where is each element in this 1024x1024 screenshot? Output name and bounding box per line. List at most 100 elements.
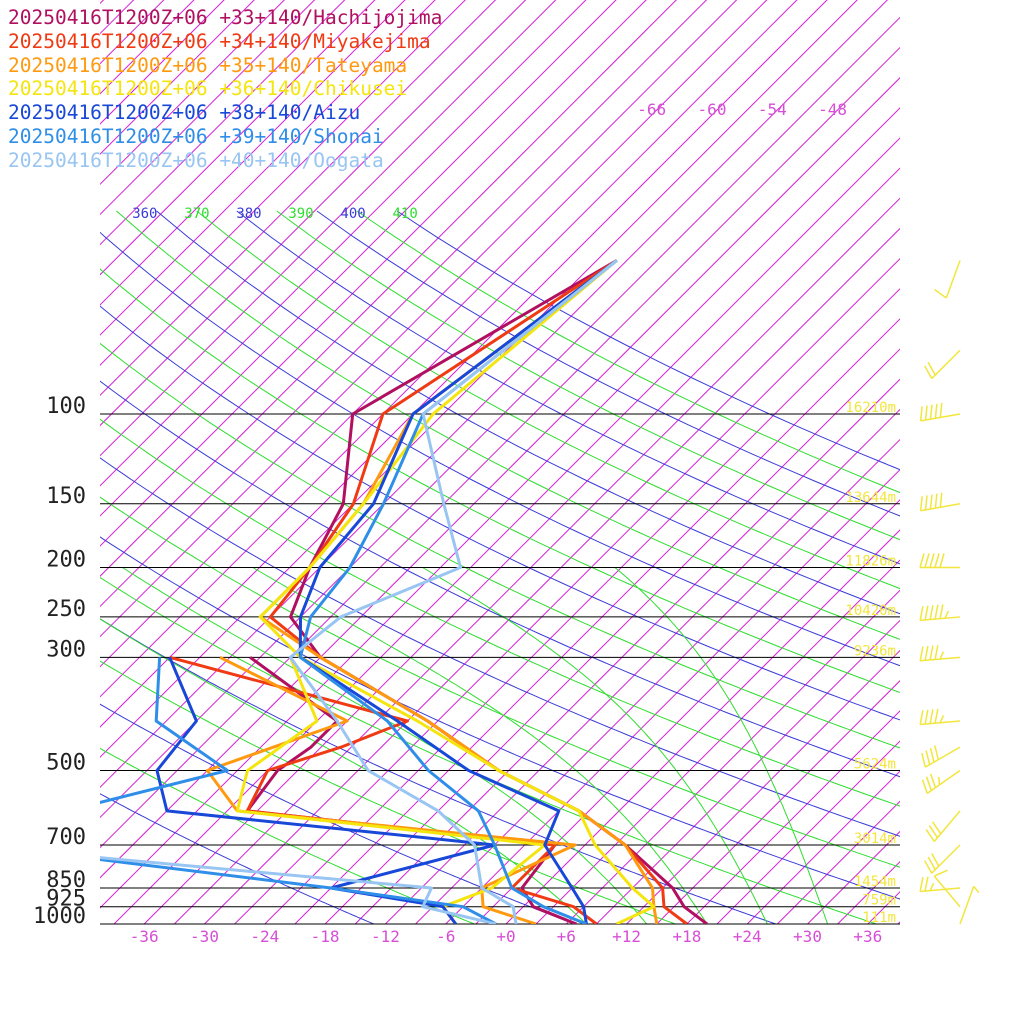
isotherm-label: -60	[698, 100, 727, 119]
wind-barb-feather	[924, 495, 928, 510]
wind-barb-shaft	[945, 260, 961, 299]
dry-adiabat-line	[100, 660, 676, 924]
isotherm-line	[100, 0, 677, 577]
wind-barb-feather	[927, 856, 936, 871]
x-tick-label: +0	[496, 927, 515, 946]
wind-barb-feather	[931, 853, 940, 867]
pressure-tick-label: 150	[46, 484, 86, 509]
moist-adiabat-line	[252, 567, 708, 924]
isotherm-line	[100, 0, 557, 457]
temperature-profile-line	[268, 259, 688, 924]
wind-barb	[933, 869, 961, 908]
theta-label: 390	[288, 206, 313, 222]
wind-barb-feather	[929, 553, 935, 568]
wind-barb-feather	[934, 553, 940, 568]
wind-barb-feather	[925, 829, 935, 842]
isotherm-line	[415, 438, 900, 924]
wind-barb-feather	[931, 821, 942, 835]
isotherm-line	[656, 680, 900, 924]
wind-barb-feather	[934, 493, 938, 509]
isotherm-line	[100, 0, 768, 668]
isotherm-line	[100, 0, 497, 397]
wind-barb-shaft	[920, 887, 961, 893]
isotherm-line	[565, 589, 900, 924]
isotherm-line	[1019, 0, 1024, 924]
x-tick-label: +24	[733, 927, 762, 946]
wind-barb-shaft	[933, 875, 961, 908]
wind-barb	[919, 604, 961, 622]
wind-barb-feather	[924, 605, 929, 621]
x-tick-label: +12	[612, 927, 641, 946]
wind-barb-feather	[923, 860, 933, 874]
isotherm-line	[837, 860, 900, 924]
wind-barb	[959, 885, 980, 925]
height-label: 5624m	[854, 756, 896, 772]
isotherm-line	[264, 288, 900, 924]
isotherm-line	[100, 0, 617, 517]
theta-label: 380	[236, 206, 261, 222]
wind-barb-shaft	[933, 810, 961, 842]
isotherm-line	[100, 46, 900, 849]
isotherm-line	[445, 468, 900, 924]
height-label: 759m	[862, 893, 896, 909]
x-tick-label: -24	[250, 927, 279, 946]
pressure-tick-label: 925	[46, 887, 86, 912]
isotherm-line	[988, 0, 1024, 924]
height-label: 9236m	[854, 643, 896, 659]
isotherm-line	[475, 499, 900, 924]
isotherm-line	[294, 318, 900, 924]
isotherm-line	[100, 0, 708, 608]
isotherm-line	[596, 619, 900, 924]
wind-barb-feather	[934, 745, 940, 760]
wind-barb-feather	[939, 604, 944, 619]
isotherm-line	[173, 197, 900, 924]
isotherm-line	[535, 559, 900, 924]
wind-barb	[919, 708, 961, 726]
isotherm-line	[100, 77, 900, 879]
wind-barb-shaft	[920, 616, 961, 622]
wind-barb-feather	[919, 553, 925, 568]
wind-barb	[919, 402, 961, 422]
legend-entry: 20250416T1200Z+06 +39+140/Shonai	[8, 124, 384, 148]
isotherm-line	[143, 167, 900, 924]
temperature-profile-line	[298, 259, 618, 924]
theta-label: 360	[132, 206, 157, 222]
wind-barb-feather	[929, 882, 935, 891]
wind-barb	[919, 492, 961, 512]
wind-barb-feather	[934, 604, 939, 620]
theta-label: 370	[184, 206, 209, 222]
wind-barb-feather	[939, 402, 943, 418]
isotherm-line	[897, 921, 900, 924]
moist-adiabat-grid	[100, 567, 829, 924]
wind-barb-feather	[919, 496, 923, 511]
wind-barb-feather	[919, 406, 923, 422]
isotherm-line	[958, 0, 1024, 924]
dry-adiabat-line	[100, 703, 575, 924]
pressure-tick-label: 250	[46, 597, 86, 622]
isotherm-line	[100, 0, 647, 547]
pressure-tick-label: 850	[46, 868, 86, 893]
temperature-profile-line	[298, 259, 618, 924]
x-tick-label: +18	[672, 927, 701, 946]
isotherm-label: -66	[637, 100, 666, 119]
wind-barb	[923, 844, 961, 874]
dry-adiabat-line	[100, 747, 475, 924]
x-tick-label: +36	[853, 927, 882, 946]
moist-adiabat-line	[122, 567, 648, 924]
pressure-tick-label: 200	[46, 548, 86, 573]
wind-barb-feather	[939, 492, 943, 508]
wind-barb	[919, 876, 961, 893]
isotherm-line	[100, 0, 828, 728]
wind-barb	[925, 810, 961, 842]
legend-entry: 20250416T1200Z+06 +35+140/Tateyama	[8, 53, 408, 77]
wind-barb-feather	[939, 715, 945, 724]
wind-barb-feather	[929, 494, 933, 510]
isotherm-line	[776, 800, 900, 924]
dry-adiabat-line	[100, 793, 374, 924]
wind-barb-shaft	[931, 349, 961, 380]
isotherm-label: -54	[758, 100, 787, 119]
wind-barb-feather	[934, 645, 939, 660]
wind-barb-feather	[927, 361, 936, 376]
